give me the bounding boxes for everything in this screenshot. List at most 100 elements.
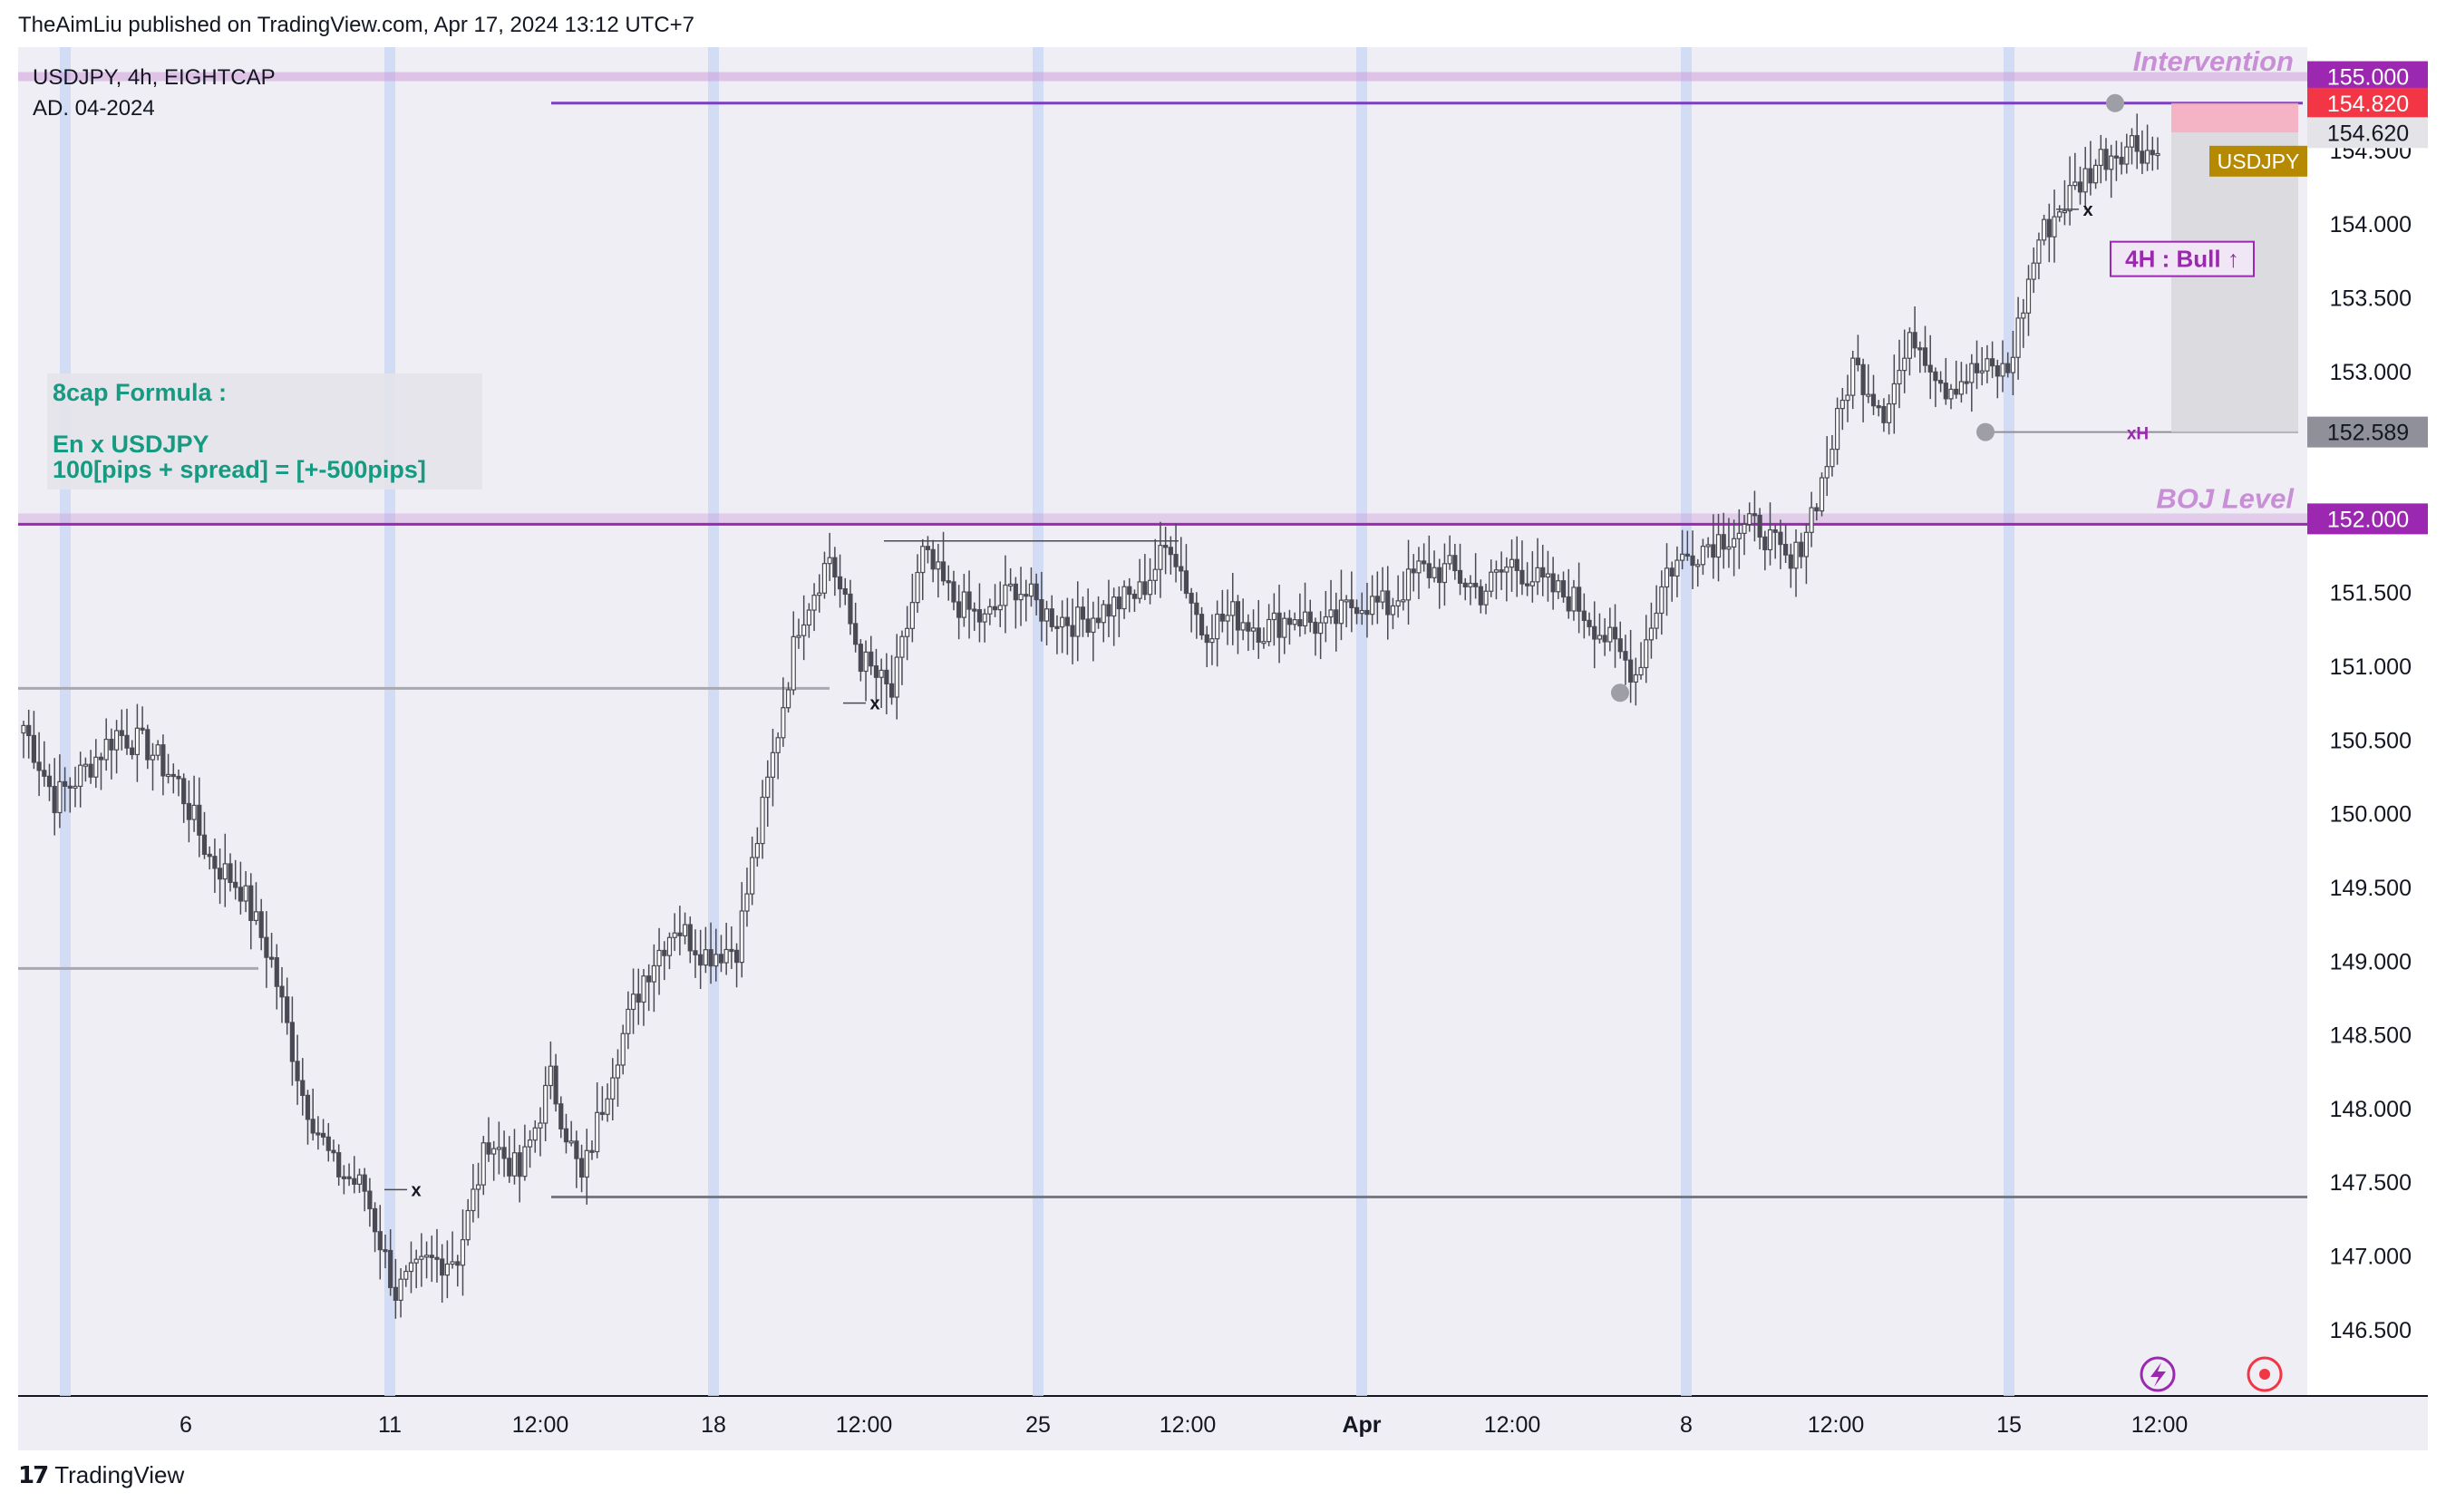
candle-body [36,761,42,771]
candle-body [130,747,135,756]
candle-body [1612,626,1618,640]
flash-icon[interactable] [2140,1356,2176,1392]
candle-body [78,764,83,788]
x-tick-label: 15 [1996,1412,2022,1438]
candle-body [785,689,791,709]
candle-body [1747,513,1752,526]
session-band [384,47,395,1396]
candle-body [176,775,181,780]
candle-body [781,707,786,739]
candle-body [279,985,285,998]
candle-body [1043,608,1050,622]
candle-body [83,763,88,767]
candle-body [264,936,269,958]
session-band [60,47,71,1396]
tradingview-logo[interactable]: 𝟭𝟳 TradingView [18,1461,184,1489]
y-tick-label: 154.000 [2330,212,2412,237]
candle-body [1943,383,1948,400]
candle-body [873,665,879,678]
y-tick-label: 147.000 [2330,1245,2412,1270]
candle-body [1783,543,1789,556]
candle-body [2057,211,2063,218]
candle-body [744,893,750,912]
candle-body [1545,573,1551,578]
candle-body [1457,569,1463,584]
candle-body [848,593,853,625]
candle-body [419,1255,424,1260]
price-tag-box [2307,416,2428,448]
candle-body [1566,596,1571,612]
candle-body [460,1239,466,1266]
x-tick-label: 12:00 [2131,1412,2189,1438]
candle-body [708,949,713,967]
x-tick-label: 11 [378,1412,402,1438]
candle-body [997,605,1003,611]
candle-body [31,734,36,763]
x-tick-label: 25 [1025,1412,1051,1438]
candle-body [729,948,734,953]
candle-body [377,1231,383,1251]
candle-body [1705,544,1711,548]
candle-body [113,730,120,751]
candle-body [181,778,187,805]
x-mark-label: x [2082,200,2092,220]
candle-body [93,756,99,778]
candle-body [1024,594,1029,597]
candle-body [863,651,869,673]
candle-body [1927,364,1933,373]
candle-body [750,857,755,895]
candle-body [362,1174,367,1192]
candle-body [480,1142,486,1186]
candle-body [1830,448,1835,468]
candle-body [1664,567,1670,588]
candle-body [1948,388,1954,400]
candle-body [1556,580,1561,593]
candle-body [682,924,688,936]
candle-body [2046,218,2052,237]
candle-body [558,1103,564,1129]
candle-body [568,1140,574,1144]
candle-body [52,785,57,814]
x-tick-label: 8 [1680,1412,1693,1438]
x-tick-label: 12:00 [1808,1412,1865,1438]
candle-body [336,1152,342,1178]
candle-body [1695,564,1701,567]
candle-body [1240,622,1246,631]
candle-body [1607,626,1613,643]
candle-body [1525,583,1530,586]
candle-body [1168,547,1173,556]
candle-body [1887,402,1892,423]
candle-body [888,683,895,698]
candle-body [1095,617,1102,624]
candle-body [341,1176,346,1179]
symbol-tag-label: USDJPY [2218,150,2300,173]
record-icon[interactable] [2247,1356,2283,1392]
candle-body [1489,571,1494,592]
candle-body [511,1152,518,1177]
candle-body [1468,582,1473,587]
price-tag-label: 152.000 [2327,507,2409,532]
candle-body [1969,363,1975,383]
candle-body [1276,612,1282,638]
candle-body [1954,388,1959,395]
candle-body [656,949,662,967]
candle-body [1964,381,1969,384]
candle-body [733,949,740,964]
candle-body [1422,560,1427,565]
candle-body [532,1127,538,1141]
candle-body [1772,528,1778,533]
candle-body [21,724,26,734]
x-mark-label: x [411,1180,421,1200]
candle-body [930,548,936,570]
candles-group [21,113,2160,1319]
candle-body [1215,613,1220,640]
candle-body [1385,590,1391,615]
candle-body [2145,150,2150,164]
candle-body [1917,347,1923,351]
candle-body [440,1258,445,1276]
sub-info-line: AD. 04-2024 [33,96,155,121]
candle-body [1938,380,1944,384]
candle-body [693,950,698,955]
candle-body [1659,586,1665,615]
